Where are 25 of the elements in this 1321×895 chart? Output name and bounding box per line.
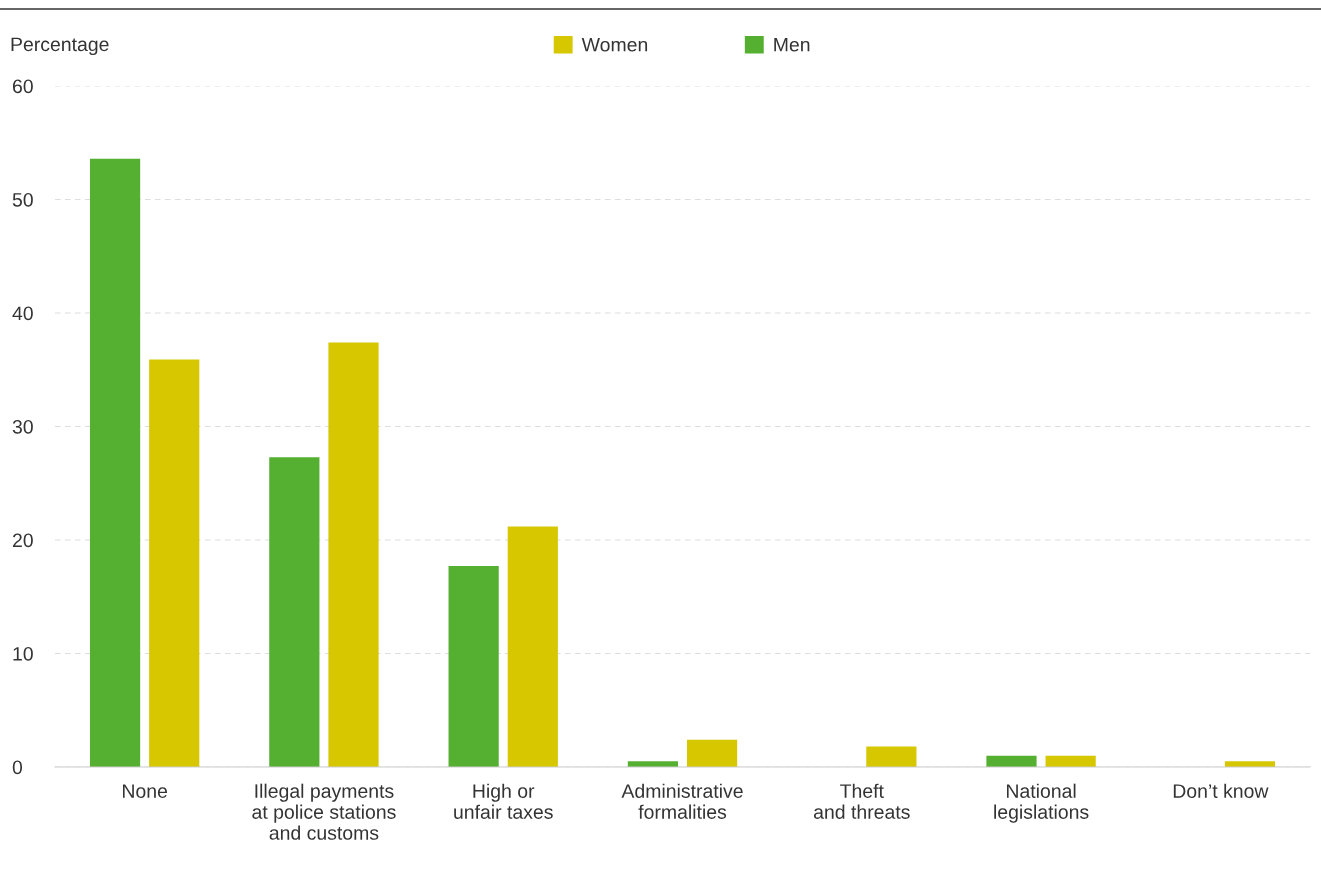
x-tick-label: None [123, 784, 168, 798]
legend-label: Men [774, 37, 810, 52]
bar [507, 526, 558, 767]
x-tick-label: Administrative formalities [621, 783, 743, 819]
x-tick-label: High or unfair taxes [454, 783, 553, 819]
bar [269, 457, 320, 767]
bar [89, 158, 141, 767]
y-axis-title: Percentage [11, 37, 109, 56]
y-tick-label: 60 [12, 79, 33, 94]
x-tick-label: Don’t know [1173, 783, 1269, 798]
x-tick-label: Illegal payments at police stations and customs [252, 783, 396, 840]
bar [149, 359, 200, 767]
bar [448, 566, 499, 767]
y-tick-label: 10 [13, 646, 33, 661]
y-tick-label: 50 [12, 192, 33, 207]
bar [328, 342, 379, 767]
x-tick-label: Theft and threats [813, 783, 910, 819]
legend-label: Women [581, 37, 648, 52]
x-tick-label: National legislations [994, 783, 1089, 823]
y-tick-label: 20 [12, 533, 33, 548]
y-tick-label: 40 [12, 306, 33, 321]
bar [686, 739, 738, 767]
y-tick-label: 30 [12, 419, 33, 434]
bar [866, 746, 917, 767]
y-tick-label: 0 [12, 760, 23, 775]
